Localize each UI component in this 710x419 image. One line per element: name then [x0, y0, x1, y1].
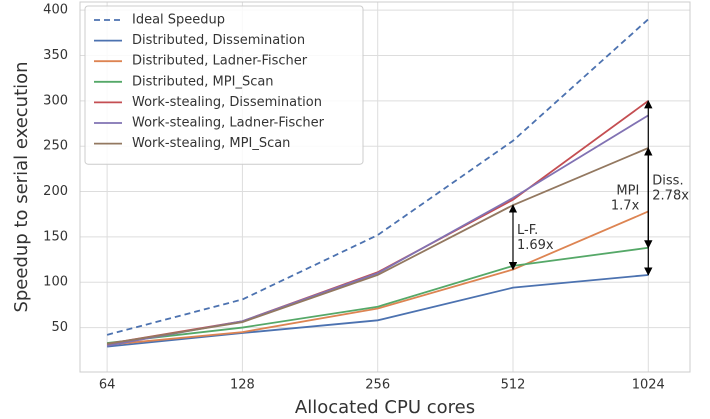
y-tick-label: 50 [51, 320, 68, 335]
x-tick-label: 64 [99, 378, 116, 393]
annotation-text: Diss. [652, 173, 683, 188]
x-axis-label: Allocated CPU cores [295, 397, 475, 418]
annotation-text: 2.78x [652, 188, 689, 203]
x-tick-label: 256 [365, 378, 390, 393]
annotation-text: 1.7x [611, 198, 640, 213]
annotation-text: MPI [616, 183, 639, 198]
legend-label: Distributed, Ladner-Fischer [132, 54, 308, 69]
x-tick-label: 512 [501, 378, 526, 393]
plot-frame [79, 1, 691, 373]
legend-label: Work-stealing, Ladner-Fischer [132, 116, 325, 131]
y-tick-label: 100 [43, 275, 68, 290]
y-tick-label: 150 [43, 229, 68, 244]
y-axis-label: Speedup to serial execution [11, 61, 32, 312]
series-line [106, 18, 649, 336]
series-line [107, 246, 649, 344]
annotation-text: 1.69x [517, 238, 554, 253]
y-tick-label: 200 [43, 184, 68, 199]
series-line [107, 274, 649, 348]
legend-label: Work-stealing, Dissemination [132, 95, 322, 110]
series-line [106, 147, 649, 345]
y-tick-label: 400 [43, 3, 68, 18]
annotation-text: L-F. [517, 223, 538, 238]
x-tick-label: 128 [230, 378, 255, 393]
series-line [107, 210, 649, 346]
legend-label: Work-stealing, MPI_Scan [132, 136, 290, 151]
legend-label: Distributed, MPI_Scan [132, 74, 274, 89]
y-tick-label: 350 [43, 48, 68, 63]
legend-label: Ideal Speedup [132, 13, 225, 28]
y-tick-label: 250 [43, 139, 68, 154]
y-tick-label: 300 [43, 93, 68, 108]
x-tick-label: 1024 [632, 378, 665, 393]
legend-label: Distributed, Dissemination [132, 33, 305, 48]
legend-box [84, 5, 364, 165]
